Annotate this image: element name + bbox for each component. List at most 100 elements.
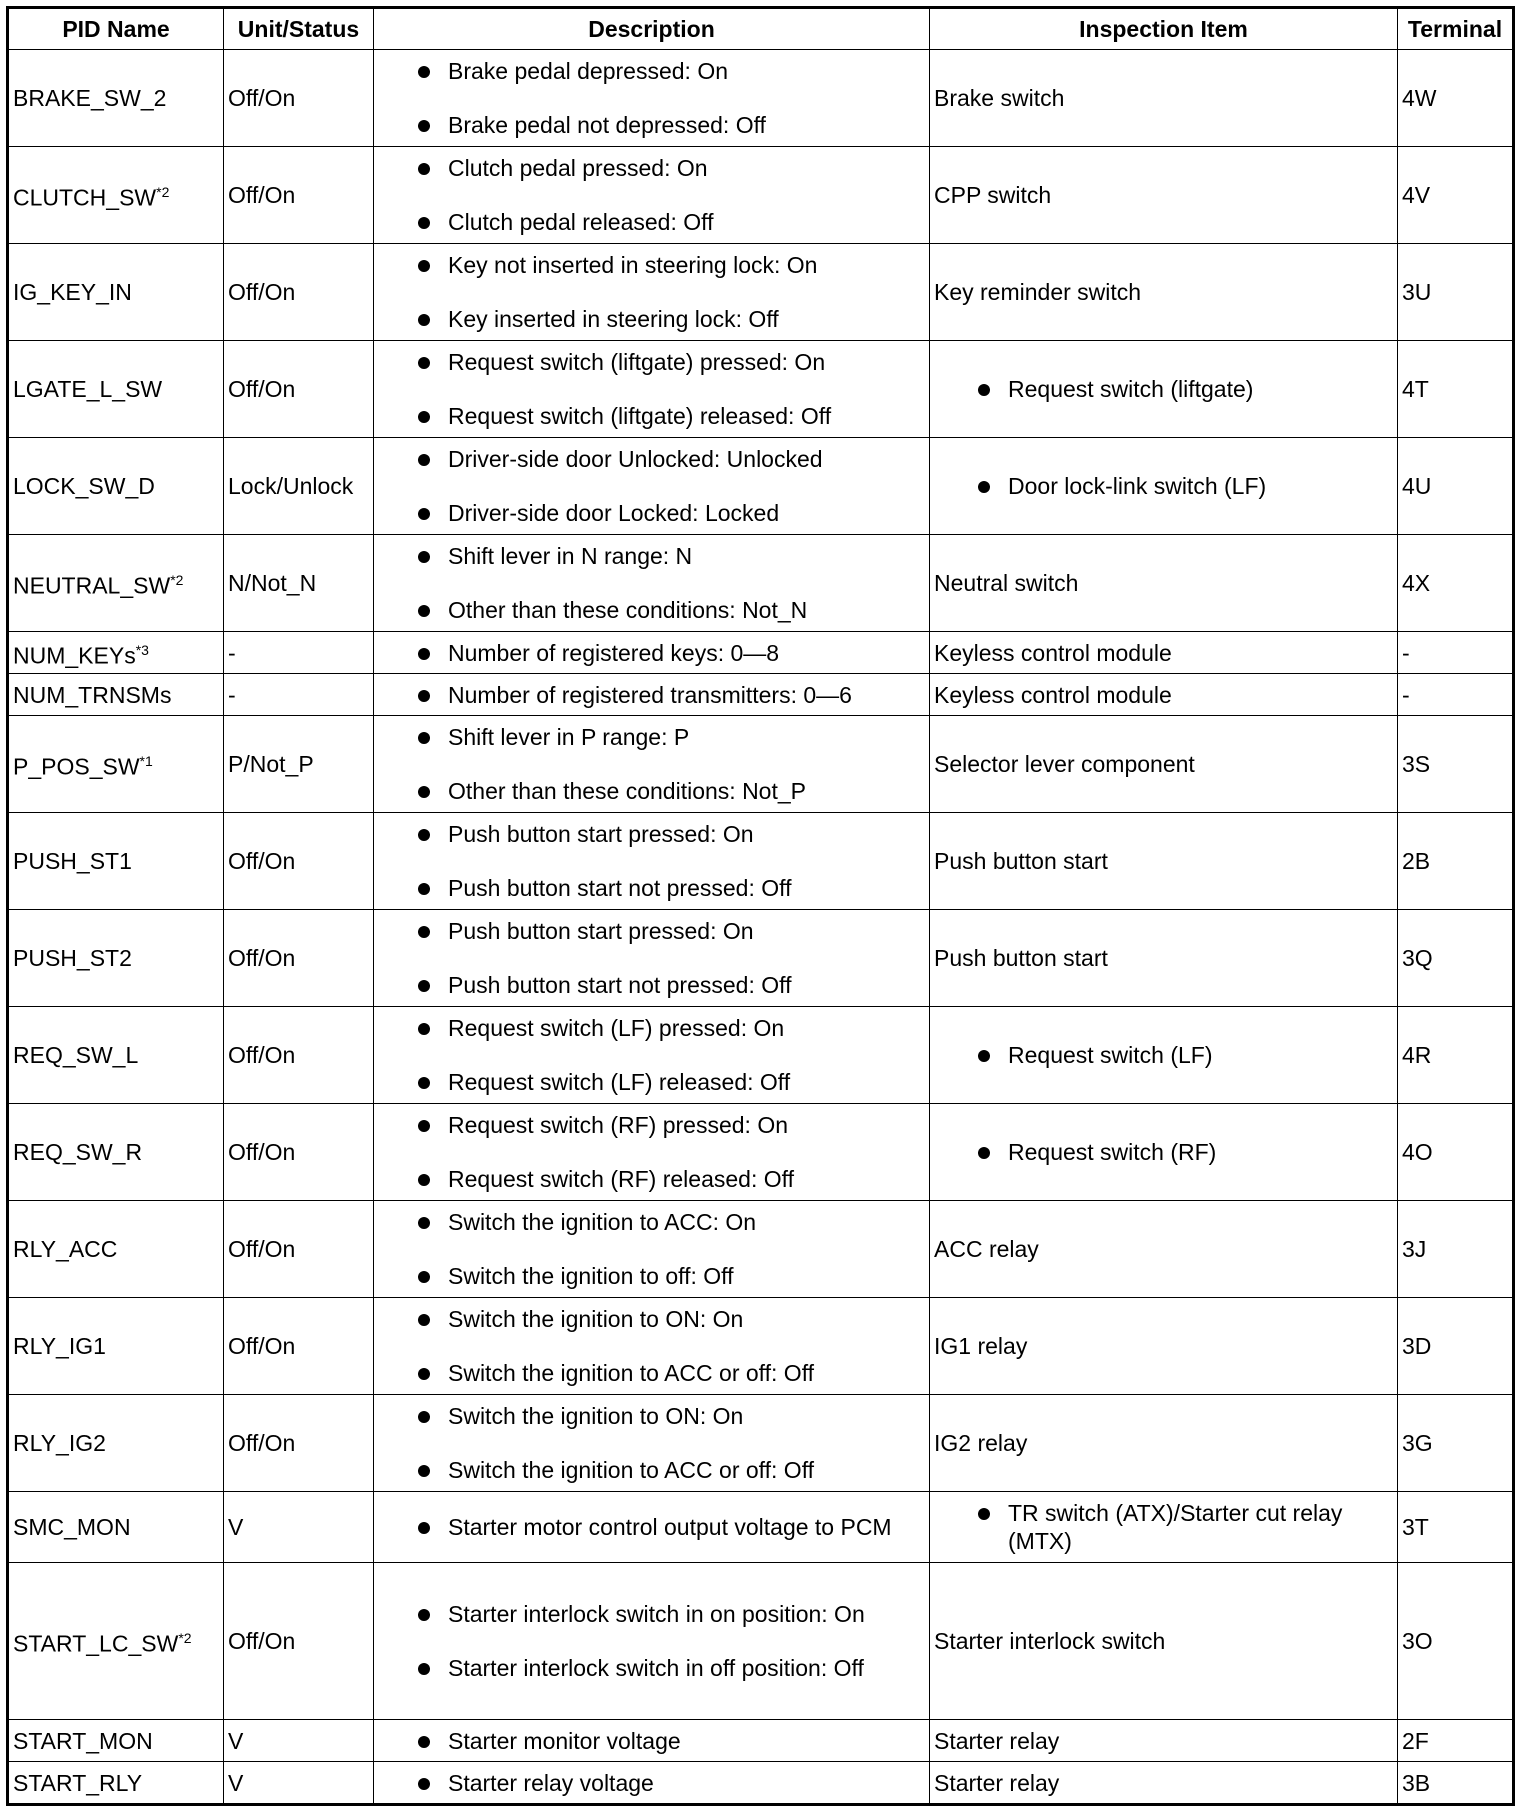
pid-name-cell: NEUTRAL_SW*2 [7, 534, 224, 632]
description-bullet: Request switch (liftgate) pressed: On [414, 348, 925, 376]
description-text: Switch the ignition to ACC: On [448, 1209, 757, 1235]
pid-name: NEUTRAL_SW [13, 572, 171, 599]
header-unit-status: Unit/Status [223, 7, 374, 50]
description-cell: Switch the ignition to ON: On Switch the … [373, 1297, 930, 1395]
unit-status-cell: V [223, 1719, 374, 1762]
description-cell: Number of registered transmitters: 0—6 [373, 673, 930, 716]
description-text: Brake pedal depressed: On [448, 58, 729, 84]
description-text: Key not inserted in steering lock: On [448, 252, 818, 278]
description-bullet: Number of registered transmitters: 0—6 [414, 681, 925, 709]
pid-name: P_POS_SW [13, 753, 140, 780]
pid-name-cell: RLY_ACC [7, 1200, 224, 1298]
pid-name: RLY_ACC [13, 1236, 118, 1262]
terminal-cell: 4V [1397, 146, 1514, 244]
pid-name: SMC_MON [13, 1514, 131, 1540]
unit-status-cell: V [223, 1491, 374, 1563]
pid-name-cell: RLY_IG2 [7, 1394, 224, 1492]
header-pid-name: PID Name [7, 7, 224, 50]
description-bullet: Request switch (LF) pressed: On [414, 1014, 925, 1042]
description-bullet: Switch the ignition to off: Off [414, 1262, 925, 1290]
pid-name-cell: START_RLY [7, 1761, 224, 1805]
table-row: RLY_IG1 Off/On Switch the ignition to ON: … [7, 1297, 1514, 1395]
pid-name-cell: REQ_SW_R [7, 1103, 224, 1201]
description-cell: Starter motor control output voltage to … [373, 1491, 930, 1563]
unit-status-cell: Off/On [223, 1200, 374, 1298]
inspection-bullet: Request switch (LF) [974, 1041, 1393, 1069]
table-row: START_RLY V Starter relay voltage Starter r… [7, 1761, 1514, 1805]
pid-name-cell: START_MON [7, 1719, 224, 1762]
inspection-text: Starter interlock switch [934, 1628, 1166, 1654]
terminal-cell: 4O [1397, 1103, 1514, 1201]
pid-name-cell: SMC_MON [7, 1491, 224, 1563]
terminal-cell: 2B [1397, 812, 1514, 910]
inspection-item-cell: Neutral switch [929, 534, 1398, 632]
description-text: Starter monitor voltage [448, 1727, 681, 1754]
terminal-cell: 4R [1397, 1006, 1514, 1104]
terminal-cell: 3O [1397, 1562, 1514, 1720]
unit-status-cell: Off/On [223, 1006, 374, 1104]
unit-status-cell: Off/On [223, 146, 374, 244]
description-bullet: Driver-side door Locked: Locked [414, 499, 925, 527]
table-row: CLUTCH_SW*2 Off/On Clutch pedal pressed: O… [7, 146, 1514, 244]
table-row: BRAKE_SW_2 Off/On Brake pedal depressed: O… [7, 49, 1514, 147]
description-bullet: Clutch pedal released: Off [414, 208, 925, 236]
terminal-cell: 3T [1397, 1491, 1514, 1563]
pid-name-cell: PUSH_ST2 [7, 909, 224, 1007]
description-bullet: Switch the ignition to ACC or off: Off [414, 1359, 925, 1387]
table-row: PUSH_ST2 Off/On Push button start pressed:… [7, 909, 1514, 1007]
description-text: Other than these conditions: Not_P [448, 778, 806, 804]
pid-name: PUSH_ST2 [13, 945, 132, 971]
description-cell: Push button start pressed: On Push button… [373, 812, 930, 910]
footnote-marker: *2 [170, 572, 184, 589]
description-text: Switch the ignition to ACC or off: Off [448, 1360, 815, 1386]
description-text: Switch the ignition to off: Off [448, 1263, 734, 1289]
description-text: Push button start pressed: On [448, 821, 754, 847]
pid-name: NUM_KEYs [13, 642, 136, 669]
inspection-text: Push button start [934, 945, 1108, 971]
description-bullet: Starter interlock switch in off position… [414, 1654, 925, 1682]
terminal-cell: - [1397, 631, 1514, 674]
description-bullet: Starter relay voltage [414, 1769, 925, 1797]
inspection-item-cell: Brake switch [929, 49, 1398, 147]
unit-status-cell: - [223, 631, 374, 674]
inspection-item-cell: Keyless control module [929, 631, 1398, 674]
unit-status-cell: Off/On [223, 1297, 374, 1395]
description-text: Request switch (liftgate) released: Off [448, 403, 832, 429]
description-bullet: Number of registered keys: 0—8 [414, 639, 925, 667]
description-bullet: Starter monitor voltage [414, 1727, 925, 1755]
description-bullet: Starter interlock switch in on position:… [414, 1600, 925, 1628]
description-cell: Request switch (liftgate) pressed: On Req… [373, 340, 930, 438]
inspection-item-cell: IG1 relay [929, 1297, 1398, 1395]
pid-name: PUSH_ST1 [13, 848, 132, 874]
description-cell: Number of registered keys: 0—8 [373, 631, 930, 674]
pid-name: CLUTCH_SW [13, 184, 157, 211]
table-row: RLY_ACC Off/On Switch the ignition to ACC:… [7, 1200, 1514, 1298]
table-row: LOCK_SW_D Lock/Unlock Driver-side door Unl… [7, 437, 1514, 535]
unit-status-cell: Off/On [223, 1394, 374, 1492]
description-text: Starter motor control output voltage to … [448, 1514, 892, 1540]
inspection-item-cell: Starter relay [929, 1719, 1398, 1762]
unit-status-cell: Off/On [223, 1562, 374, 1720]
inspection-text: Brake switch [934, 85, 1065, 111]
inspection-text: Starter relay [934, 1727, 1060, 1754]
pid-name: START_LC_SW [13, 1630, 179, 1657]
table-row: NUM_KEYs*3- Number of registered keys: 0—… [7, 631, 1514, 674]
description-bullet: Key not inserted in steering lock: On [414, 251, 925, 279]
pid-name: NUM_TRNSMs [13, 681, 172, 708]
unit-status-cell: - [223, 673, 374, 716]
table-row: SMC_MON V Starter motor control output vol… [7, 1491, 1514, 1563]
description-text: Shift lever in P range: P [448, 724, 690, 750]
description-bullet: Starter motor control output voltage to … [414, 1513, 925, 1541]
inspection-bullet: Request switch (liftgate) [974, 375, 1393, 403]
description-bullet: Key inserted in steering lock: Off [414, 305, 925, 333]
terminal-cell: 3S [1397, 715, 1514, 813]
description-bullet: Switch the ignition to ACC: On [414, 1208, 925, 1236]
description-text: Clutch pedal pressed: On [448, 155, 708, 181]
description-cell: Brake pedal depressed: On Brake pedal not… [373, 49, 930, 147]
description-cell: Shift lever in N range: N Other than thes… [373, 534, 930, 632]
description-cell: Switch the ignition to ON: On Switch the … [373, 1394, 930, 1492]
description-bullet: Request switch (RF) released: Off [414, 1165, 925, 1193]
description-bullet: Switch the ignition to ON: On [414, 1402, 925, 1430]
inspection-bullet: Door lock-link switch (LF) [974, 472, 1393, 500]
inspection-text: Request switch (liftgate) [1008, 376, 1254, 402]
